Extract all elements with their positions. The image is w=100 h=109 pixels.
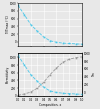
Y-axis label: Permittivity: Permittivity [6, 66, 10, 83]
Y-axis label: Tm: Tm [92, 72, 96, 77]
X-axis label: Composition, x: Composition, x [39, 103, 61, 107]
Y-axis label: Tc/Tmax (°C): Tc/Tmax (°C) [6, 15, 10, 34]
